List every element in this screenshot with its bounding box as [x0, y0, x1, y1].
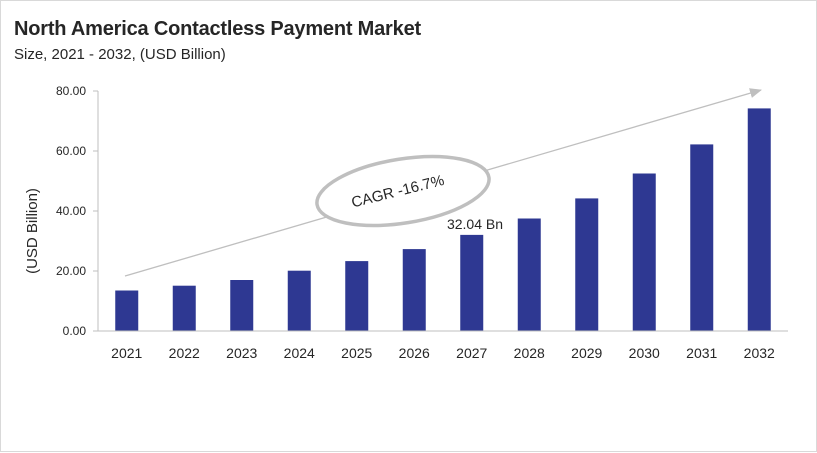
bar-2032 [747, 108, 771, 332]
y-tick-label: 40.00 [56, 204, 86, 218]
bar-2024 [287, 270, 311, 331]
chart-subtitle: Size, 2021 - 2032, (USD Billion) [14, 46, 226, 63]
cagr-callout: CAGR -16.7% [315, 154, 491, 228]
y-tick-label: 80.00 [56, 84, 86, 98]
x-axis: 2021 2022 2023 2024 2025 2026 2027 2028 2029 2030… [98, 330, 788, 361]
bar-2029 [575, 198, 599, 331]
x-tick-label-2024: 2024 [284, 345, 315, 361]
x-tick-label-2027: 2027 [456, 345, 487, 361]
bar-2028 [517, 218, 541, 331]
y-tick-label: 60.00 [56, 144, 86, 158]
y-tick-label: 20.00 [56, 264, 86, 278]
y-axis-label: (USD Billion) [24, 188, 41, 274]
bar-2021 [115, 290, 139, 331]
bar-2031 [690, 144, 714, 331]
x-tick-label-2023: 2023 [226, 345, 257, 361]
x-tick-label-2032: 2032 [744, 345, 775, 361]
x-tick-label-2022: 2022 [169, 345, 200, 361]
x-tick-label-2026: 2026 [399, 345, 430, 361]
bar-2023 [230, 280, 254, 331]
bar-2027 [460, 234, 484, 331]
bar-2026 [402, 249, 426, 331]
cagr-ellipse [315, 154, 491, 228]
x-tick-label-2031: 2031 [686, 345, 717, 361]
bar-2025 [345, 261, 369, 331]
x-tick-label-2025: 2025 [341, 345, 372, 361]
x-tick-label-2021: 2021 [111, 345, 142, 361]
x-tick-label-2029: 2029 [571, 345, 602, 361]
y-tick-label: 0.00 [63, 324, 87, 338]
chart-title: North America Contactless Payment Market [14, 18, 421, 40]
y-axis: 0.00 20.00 40.00 60.00 80.00 [56, 84, 99, 338]
data-label-2027: 32.04 Bn [447, 216, 503, 232]
x-tick-label-2028: 2028 [514, 345, 545, 361]
bar-2022 [172, 285, 196, 331]
x-tick-label-2030: 2030 [629, 345, 660, 361]
bars-group [115, 108, 771, 332]
bar-2030 [632, 173, 656, 331]
